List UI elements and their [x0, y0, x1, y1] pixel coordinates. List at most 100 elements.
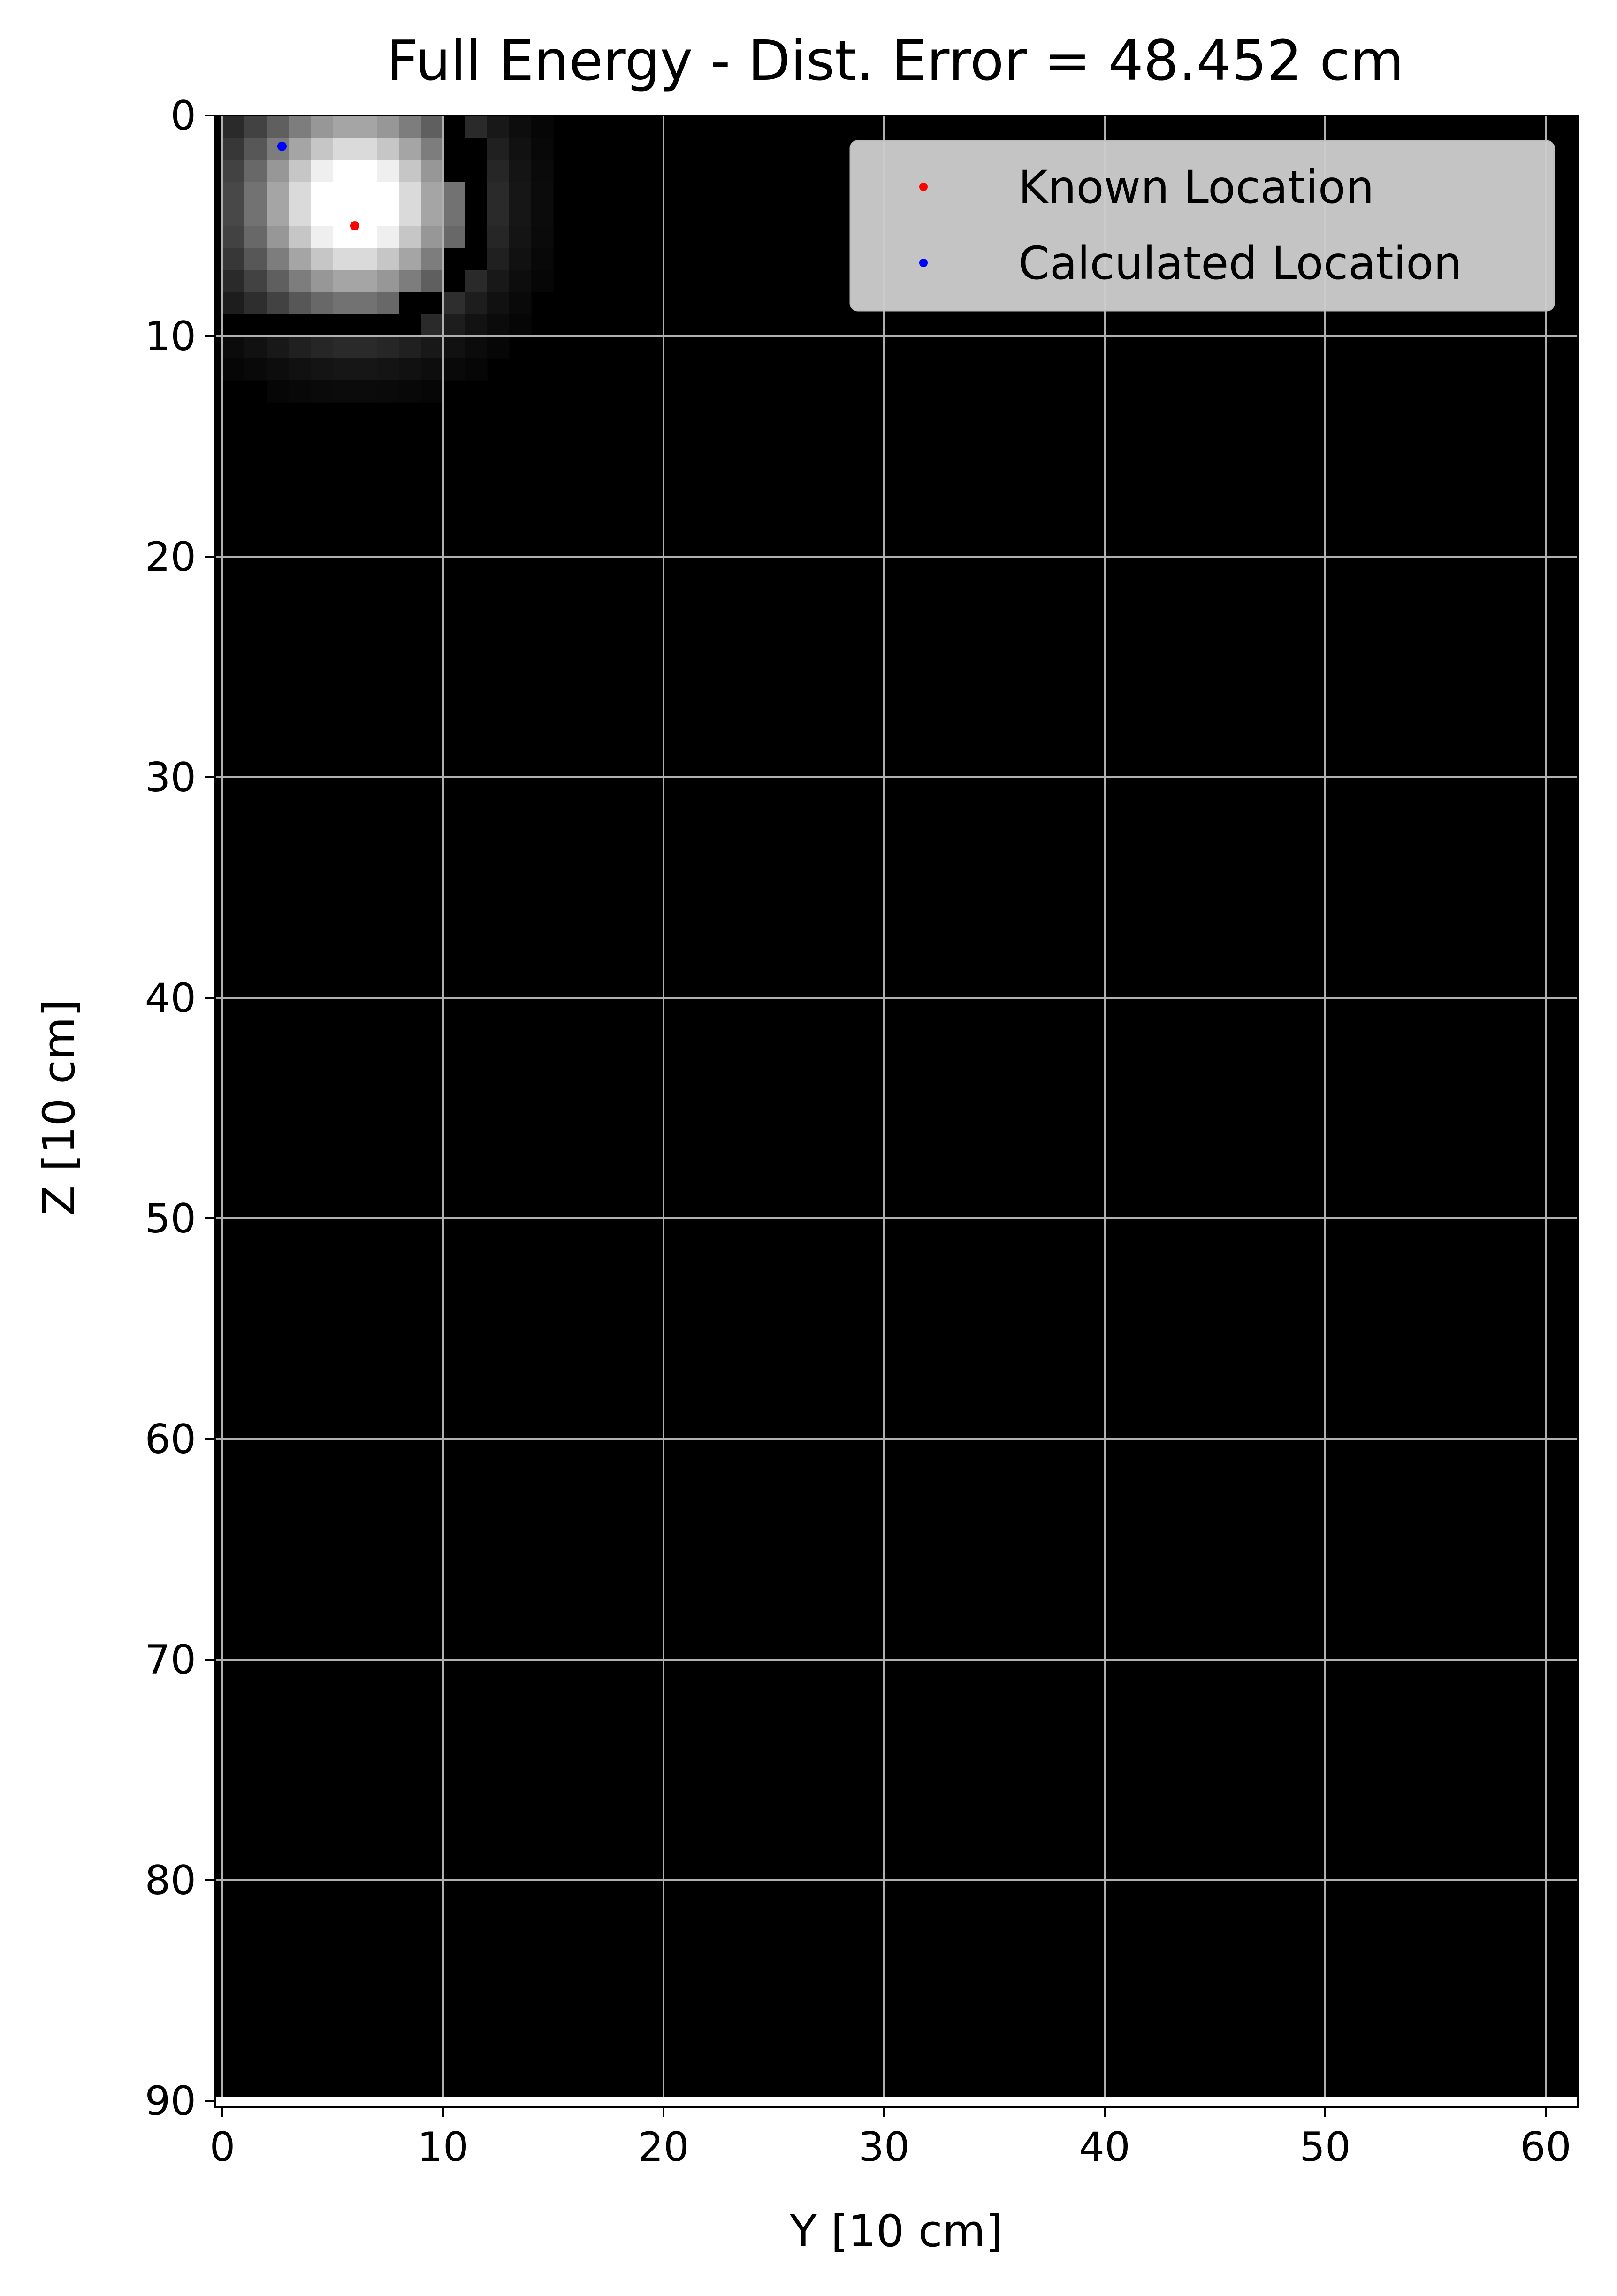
x-tick-label: 40	[1079, 2124, 1130, 2171]
grid	[215, 115, 1578, 2097]
heatmap-cell	[311, 292, 333, 314]
heatmap-cell	[289, 138, 311, 160]
heatmap-cell	[333, 358, 355, 381]
chart-title: Full Energy - Dist. Error = 48.452 cm	[387, 28, 1404, 93]
x-tick-label: 60	[1520, 2124, 1571, 2171]
heatmap-cell	[222, 115, 245, 138]
heatmap-cell	[333, 138, 355, 160]
heatmap-cell	[509, 138, 532, 160]
heatmap-cell	[333, 292, 355, 314]
heatmap-cell	[377, 160, 399, 182]
heatmap-cell	[355, 292, 377, 314]
y-tick-label: 80	[145, 1857, 196, 1904]
y-axis: 0 10 20 30 40 50 60 70 80 90	[145, 92, 215, 2125]
heatmap-cell	[377, 336, 399, 359]
heatmap-cell	[399, 270, 421, 292]
heatmap-cell	[487, 204, 510, 226]
heatmap-cell	[399, 115, 421, 138]
heatmap-cell	[509, 292, 532, 314]
heatmap-cell	[244, 226, 267, 248]
heatmap-cell	[333, 270, 355, 292]
heatmap-cell	[531, 204, 554, 226]
legend-label-calculated-location: Calculated Location	[1018, 237, 1462, 290]
heatmap-cell	[333, 248, 355, 270]
heatmap-cell	[399, 380, 421, 403]
heatmap-cell	[531, 248, 554, 270]
y-tick-label: 0	[170, 92, 196, 139]
heatmap-cell	[311, 380, 333, 403]
heatmap-cell	[267, 204, 289, 226]
heatmap-cell	[222, 204, 245, 226]
heatmap-cell	[311, 358, 333, 381]
plot-area	[214, 115, 1579, 2108]
heatmap-cell	[222, 292, 245, 314]
plot-frame	[214, 115, 1579, 2108]
heatmap-cell	[377, 115, 399, 138]
heatmap-cell	[267, 160, 289, 182]
heatmap-cell	[222, 182, 245, 204]
marker-known-location	[350, 221, 359, 230]
heatmap-cell	[509, 160, 532, 182]
legend-label-known-location: Known Location	[1018, 161, 1374, 214]
heatmap-cell	[355, 270, 377, 292]
heatmap-cell	[421, 138, 443, 160]
heatmap-cell	[465, 314, 488, 337]
heatmap-cell	[333, 336, 355, 359]
heatmap-cell	[465, 336, 488, 359]
heatmap-cell	[267, 292, 289, 314]
heatmap-cell	[399, 336, 421, 359]
heatmap-cell	[244, 336, 267, 359]
heatmap-cell	[531, 182, 554, 204]
markers	[277, 141, 359, 230]
heatmap-cell	[377, 358, 399, 381]
heatmap-cell	[531, 138, 554, 160]
heatmap-cell	[377, 270, 399, 292]
heatmap-cell	[377, 204, 399, 226]
heatmap-cell	[399, 204, 421, 226]
heatmap-cell	[355, 380, 377, 403]
heatmap-cell	[421, 270, 443, 292]
heatmap-cell	[355, 358, 377, 381]
heatmap-cell	[244, 160, 267, 182]
marker-calculated-location	[277, 141, 287, 151]
heatmap-cell	[377, 226, 399, 248]
heatmap-cell	[421, 226, 443, 248]
heatmap-cell	[465, 358, 488, 381]
heatmap-cell	[289, 270, 311, 292]
heatmap-cell	[355, 115, 377, 138]
heatmap-cell	[443, 314, 465, 337]
heatmap-cell	[289, 115, 311, 138]
heatmap-cell	[487, 182, 510, 204]
heatmap-cell	[531, 115, 554, 138]
heatmap-cell	[244, 248, 267, 270]
heatmap-cell	[509, 226, 532, 248]
heatmap-cell	[443, 182, 465, 204]
heatmap-cell	[443, 226, 465, 248]
heatmap-cell	[289, 160, 311, 182]
y-tick-label: 70	[145, 1637, 196, 1684]
heatmap-cell	[421, 380, 443, 403]
heatmap-cell	[421, 182, 443, 204]
y-axis-label: Z [10 cm]	[34, 1000, 85, 1216]
legend: Known Location Calculated Location	[849, 140, 1555, 312]
heatmap-cell	[222, 226, 245, 248]
x-tick-label: 30	[858, 2124, 909, 2171]
heatmap-cell	[244, 138, 267, 160]
heatmap-cell	[222, 248, 245, 270]
heatmap-cell	[509, 115, 532, 138]
heatmap-cell	[311, 204, 333, 226]
heatmap-cell	[421, 115, 443, 138]
y-tick-label: 40	[145, 975, 196, 1022]
heatmap-cell	[244, 204, 267, 226]
heatmap-cell	[289, 204, 311, 226]
heatmap-cell	[311, 160, 333, 182]
heatmap-cell	[377, 248, 399, 270]
heatmap-cell	[289, 292, 311, 314]
y-tick-label: 10	[145, 313, 196, 360]
heatmap-cell	[377, 182, 399, 204]
heatmap-cell	[487, 292, 510, 314]
heatmap-cell	[222, 358, 245, 381]
heatmap-cell	[355, 160, 377, 182]
y-tick-label: 50	[145, 1195, 196, 1242]
